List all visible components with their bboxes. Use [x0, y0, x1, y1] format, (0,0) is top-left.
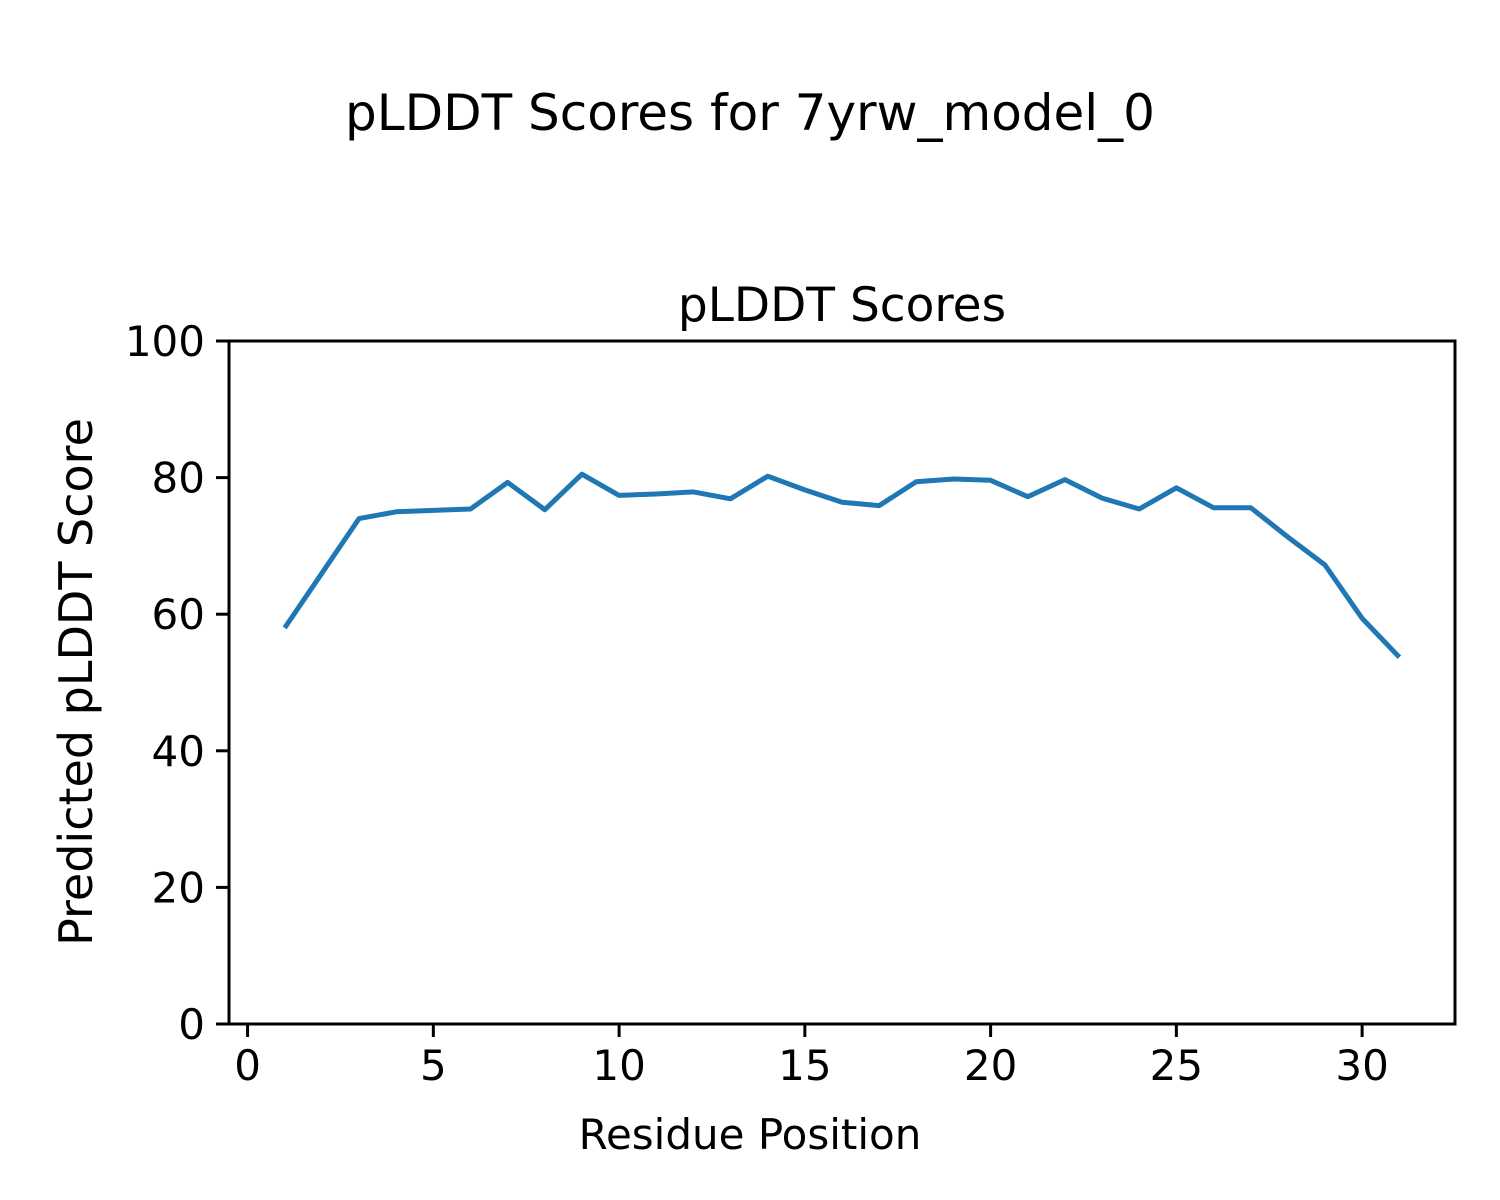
y-tick-label: 60	[152, 590, 205, 639]
y-tick-label: 20	[152, 863, 205, 912]
x-tick-label: 25	[1150, 1041, 1203, 1090]
x-tick-label: 10	[592, 1041, 645, 1090]
figure-title: pLDDT Scores for 7yrw_model_0	[344, 84, 1155, 142]
plot-border	[227, 339, 1457, 1026]
y-tick-label: 80	[152, 454, 205, 503]
plddt-line	[282, 471, 1402, 659]
axes-title: pLDDT Scores	[677, 278, 1007, 333]
x-axis-label: Residue Position	[578, 1110, 922, 1159]
y-tick-label: 0	[178, 1000, 205, 1049]
x-tick-label: 5	[420, 1041, 447, 1090]
y-tick-label: 40	[152, 727, 205, 776]
x-tick-label: 0	[234, 1041, 261, 1090]
y-tick-label: 100	[125, 317, 205, 366]
x-tick-label: 30	[1335, 1041, 1388, 1090]
x-tick-label: 15	[778, 1041, 831, 1090]
x-tick-label: 20	[964, 1041, 1017, 1090]
